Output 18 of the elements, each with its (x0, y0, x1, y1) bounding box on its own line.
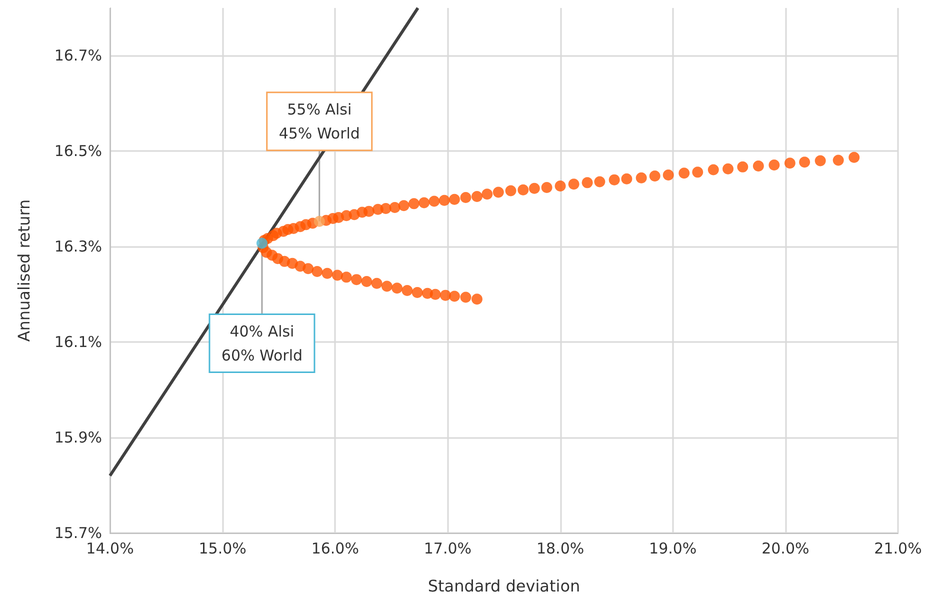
y-tick-label: 15.7% (54, 524, 102, 542)
y-tick-label: 16.1% (54, 333, 102, 352)
x-tick-label: 15.0% (198, 540, 246, 558)
x-tick-label: 14.0% (86, 540, 134, 558)
annotation: 55% Alsi 45% World (278, 100, 360, 142)
y-tick-label: 15.9% (54, 428, 102, 447)
x-tick-label: 16.0% (311, 540, 359, 558)
x-tick-label: 18.0% (536, 540, 584, 558)
annotation: 40% Alsi 60% World (221, 322, 303, 364)
y-axis-title: Annualised return (14, 199, 34, 342)
y-tick-label: 16.5% (54, 142, 102, 160)
x-tick-label: 20.0% (762, 540, 810, 558)
y-tick-label: 16.3% (54, 238, 102, 256)
x-tick-label: 21.0% (874, 540, 922, 558)
x-axis-title: Standard deviation (428, 576, 580, 596)
x-tick-label: 17.0% (424, 540, 472, 558)
y-tick-label: 16.7% (54, 46, 102, 65)
x-tick-label: 19.0% (649, 540, 697, 558)
